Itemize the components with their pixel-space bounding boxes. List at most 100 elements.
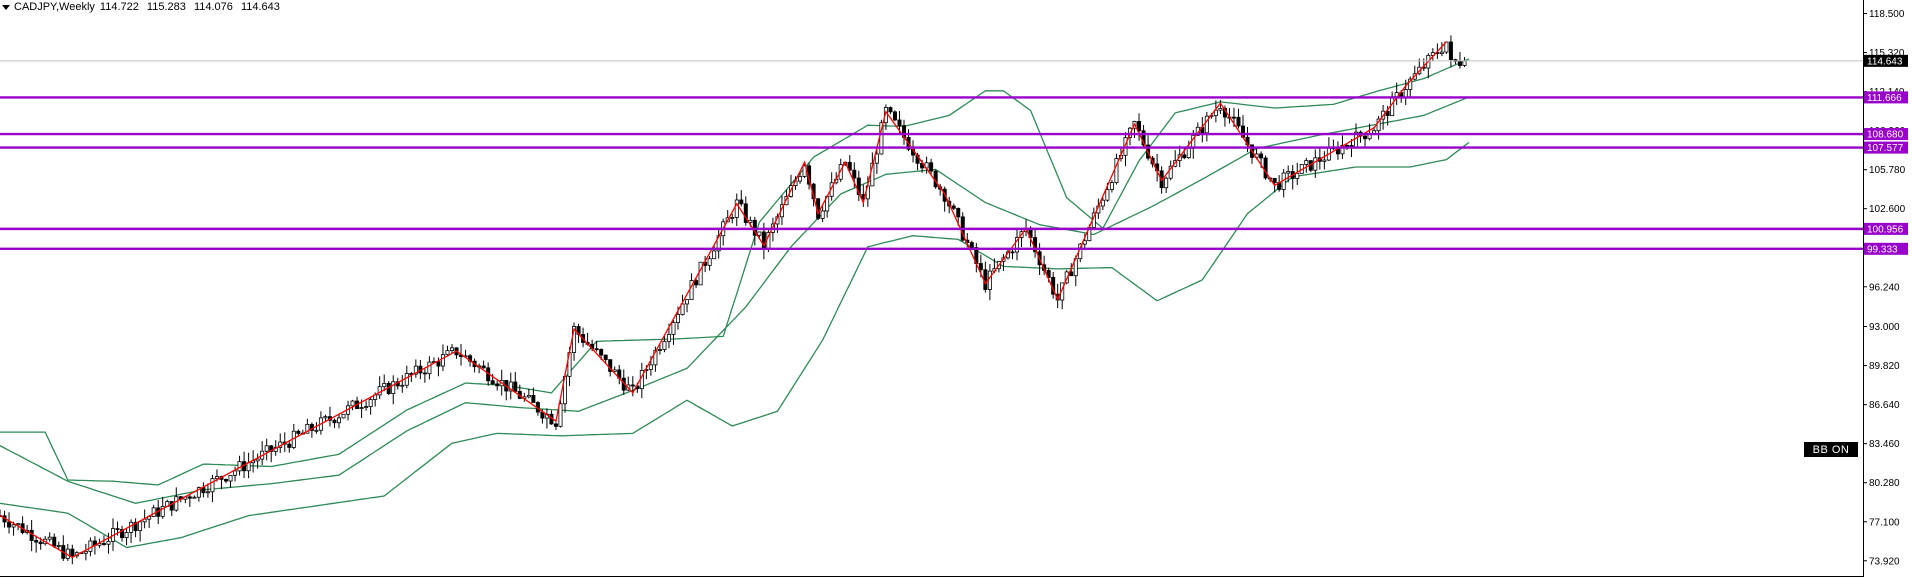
- bull-candle-body: [160, 506, 165, 517]
- candle: [427, 356, 432, 380]
- candle: [120, 525, 125, 542]
- bear-candle-body: [951, 205, 956, 209]
- bull-candle-body: [707, 258, 712, 266]
- candle: [1448, 35, 1453, 68]
- bull-candle-body: [1439, 51, 1444, 54]
- bull-candle-body: [205, 491, 210, 494]
- bull-candle-body: [1218, 108, 1223, 111]
- y-tick-label: 73.920: [1869, 556, 1900, 567]
- bear-candle-body: [594, 348, 599, 351]
- bb-toggle-button[interactable]: BB ON: [1804, 442, 1858, 457]
- bull-candle-body: [192, 496, 197, 499]
- bull-candle-body: [730, 217, 735, 219]
- bull-candle-body: [1322, 159, 1327, 162]
- level-price-tag-bg: [1864, 91, 1908, 104]
- candle: [685, 299, 690, 313]
- bollinger-lower-band: [0, 141, 1470, 549]
- bull-candle-body: [83, 550, 88, 554]
- bull-candle-body: [228, 474, 233, 482]
- candle: [1453, 58, 1458, 65]
- bull-candle-body: [874, 153, 879, 164]
- candle: [323, 414, 328, 422]
- candle: [20, 516, 25, 535]
- candle: [296, 429, 301, 436]
- bear-candle-body: [969, 242, 974, 248]
- bear-candle-body: [115, 528, 120, 531]
- candle: [531, 387, 536, 403]
- open-value: 114.722: [99, 1, 139, 13]
- bear-candle-body: [599, 349, 604, 356]
- bear-candle-body: [169, 501, 174, 511]
- candle: [201, 482, 206, 498]
- bull-candle-body: [124, 532, 129, 539]
- bear-candle-body: [608, 359, 613, 372]
- candle: [56, 541, 61, 551]
- symbol-info-bar: CADJPY,Weekly 114.722 115.283 114.076 11…: [2, 0, 280, 14]
- candle: [1100, 197, 1105, 211]
- zigzag-indicator: [0, 41, 1447, 559]
- candle: [400, 375, 405, 393]
- bear-candle-body: [1457, 60, 1462, 66]
- candle: [138, 520, 143, 542]
- horizontal-levels: [0, 60, 1863, 251]
- candle: [260, 441, 265, 466]
- bear-candle-body: [856, 177, 861, 195]
- collapse-arrow-icon[interactable]: [2, 5, 10, 10]
- bull-candle-body: [712, 250, 717, 260]
- candle: [47, 532, 52, 542]
- bear-candle-body: [847, 161, 852, 171]
- bull-candle-body: [88, 540, 93, 552]
- bear-candle-body: [1259, 153, 1264, 159]
- bull-candle-body: [413, 365, 418, 375]
- candle: [1109, 180, 1114, 193]
- y-tick-label: 105.780: [1869, 165, 1906, 176]
- candle: [1123, 132, 1128, 167]
- bear-candle-body: [630, 384, 635, 387]
- bull-candle-body: [11, 524, 16, 528]
- candle: [739, 190, 744, 207]
- candle: [974, 242, 979, 273]
- candle: [377, 376, 382, 400]
- candle: [445, 345, 450, 356]
- bear-candle-body: [34, 540, 39, 543]
- bull-candle-body: [47, 536, 52, 540]
- candle: [255, 453, 260, 469]
- bear-candle-body: [187, 496, 192, 499]
- bull-candle-body: [1105, 189, 1110, 201]
- bear-candle-body: [422, 372, 427, 375]
- bull-candle-body: [698, 261, 703, 286]
- candle: [1363, 135, 1368, 148]
- candle: [883, 104, 888, 131]
- candle: [291, 423, 296, 450]
- bull-candle-body: [1403, 89, 1408, 98]
- bull-candle-body: [440, 354, 445, 367]
- bear-candle-body: [1141, 130, 1146, 146]
- candle: [1263, 155, 1268, 180]
- bull-candle-body: [314, 429, 319, 432]
- candle: [553, 422, 558, 430]
- bear-candle-body: [481, 365, 486, 369]
- bear-candle-body: [495, 383, 500, 387]
- candle: [513, 371, 518, 392]
- bear-candle-body: [929, 162, 934, 172]
- bear-candle-body: [1385, 110, 1390, 117]
- bull-candle-body: [350, 400, 355, 407]
- bull-candle-body: [449, 347, 454, 352]
- candle: [1457, 51, 1462, 69]
- candle: [287, 440, 292, 453]
- level-price-tag: 99.333: [1867, 244, 1898, 255]
- candle: [269, 444, 274, 463]
- y-tick-label: 93.000: [1869, 322, 1900, 333]
- bear-candle-body: [269, 445, 274, 452]
- candle: [671, 319, 676, 345]
- candle: [1010, 248, 1015, 260]
- y-tick-label: 80.280: [1869, 478, 1900, 489]
- bear-candle-body: [436, 361, 441, 367]
- bull-candle-body: [427, 361, 432, 375]
- candles: [0, 35, 1467, 565]
- bollinger-upper-band: [0, 58, 1470, 486]
- candle: [662, 335, 667, 353]
- candle: [124, 528, 129, 546]
